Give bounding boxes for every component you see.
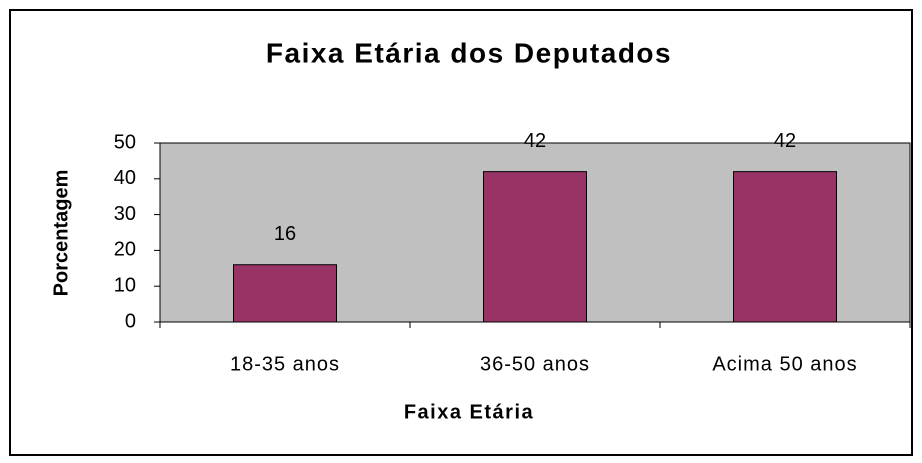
y-tick-label: 10: [114, 274, 136, 296]
chart-title: Faixa Etária dos Deputados: [266, 37, 672, 68]
y-tick-label: 40: [114, 167, 136, 189]
x-tick-label: 36-50 anos: [480, 353, 590, 375]
bar: [733, 171, 837, 323]
x-axis-title: Faixa Etária: [404, 401, 534, 423]
data-label: 42: [774, 130, 796, 152]
bar: [233, 264, 337, 323]
y-tick-label: 50: [114, 131, 136, 153]
x-tick-label: 18-35 anos: [230, 353, 340, 375]
data-label: 16: [274, 223, 296, 245]
y-tick-label: 30: [114, 203, 136, 225]
data-label: 42: [524, 130, 546, 152]
y-tick-label: 0: [125, 310, 136, 332]
y-axis-title: Porcentagem: [50, 170, 72, 297]
x-tick-label: Acima 50 anos: [712, 353, 857, 375]
bar: [483, 171, 587, 323]
y-tick-label: 20: [114, 239, 136, 261]
